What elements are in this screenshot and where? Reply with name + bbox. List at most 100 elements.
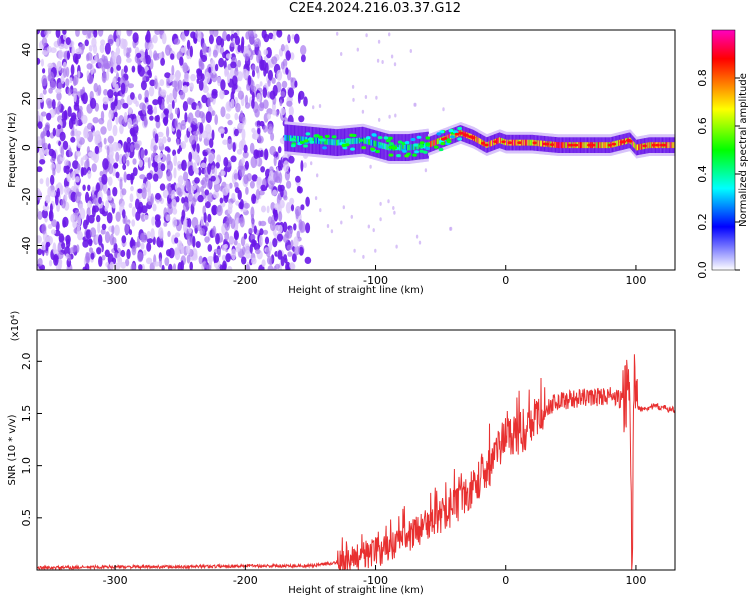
signal-core [336,139,339,146]
noise-speck [125,173,132,181]
signal-core [298,136,300,142]
noise-speck [55,88,62,94]
noise-speck [369,164,372,169]
signal-peak [611,142,617,146]
signal-core [583,142,585,149]
signal-core [414,143,416,150]
signal-blob [439,130,445,134]
noise-speck [48,259,53,267]
signal-core [528,139,530,146]
noise-speck [66,50,70,60]
noise-speck [90,97,97,109]
noise-speck [37,248,43,256]
noise-speck [239,165,245,178]
noise-speck [37,265,40,270]
noise-speck [262,87,268,98]
signal-peak [493,140,498,144]
noise-speck [265,47,272,59]
noise-speck [284,257,288,264]
noise-speck [216,154,221,164]
signal-blob [404,154,409,158]
noise-speck [266,205,270,214]
noise-speck [250,156,258,169]
noise-speck [39,178,44,185]
noise-speck [187,181,192,193]
signal-blob [416,135,422,139]
signal-peak [484,143,489,147]
signal-core [368,138,370,145]
noise-speck [393,210,396,215]
noise-speck [72,76,77,87]
noise-speck [94,145,100,155]
noise-speck [259,81,263,87]
signal-core [562,142,564,149]
noise-speck [236,242,241,250]
noise-speck [215,233,220,245]
signal-core [316,137,318,144]
noise-speck [115,143,122,151]
noise-speck [215,162,220,169]
noise-speck [153,261,160,267]
noise-speck [125,57,132,63]
noise-speck [143,66,149,72]
noise-speck [300,204,305,211]
noise-speck [39,92,44,103]
noise-speck [140,80,147,91]
noise-speck [219,128,225,134]
noise-speck [166,126,170,138]
noise-speck [137,93,142,101]
signal-blob [314,134,320,138]
signal-core [400,144,403,151]
signal-core [301,136,303,143]
noise-speck [241,128,246,141]
noise-speck [290,52,295,61]
noise-speck [116,54,122,66]
noise-speck [232,142,236,153]
noise-speck [353,248,356,253]
noise-speck [62,216,69,228]
noise-speck [294,33,300,44]
noise-speck [256,120,261,127]
noise-speck [184,30,190,37]
noise-speck [122,102,129,109]
noise-speck [257,49,262,60]
noise-speck [254,108,260,118]
noise-speck [166,147,171,153]
noise-speck [138,159,143,168]
noise-speck [196,70,203,81]
noise-speck [299,221,306,233]
noise-speck [158,138,164,147]
noise-speck [85,191,90,204]
signal-core [615,140,617,147]
signal-peak [621,140,626,144]
signal-blob [378,145,383,149]
signal-peak [549,143,555,147]
noise-speck [115,151,120,162]
signal-core [618,140,620,146]
signal-core [375,141,378,147]
noise-speck [102,96,109,105]
noise-speck [168,263,173,270]
noise-speck [47,143,51,151]
noise-speck [103,89,108,96]
signal-core [379,142,382,148]
noise-speck [130,143,134,153]
noise-speck [113,91,120,97]
noise-speck [145,54,151,65]
signal-blob [457,126,462,131]
noise-speck [173,154,178,167]
signal-core [603,142,605,149]
noise-speck [205,201,211,209]
noise-speck [286,244,293,251]
noise-speck [233,83,238,90]
noise-speck [49,80,57,90]
signal-core [540,140,542,147]
noise-speck [223,60,227,70]
noise-speck [219,89,225,100]
noise-speck [350,214,353,219]
noise-speck [106,212,113,224]
noise-speck [261,259,266,268]
noise-speck [42,204,50,212]
noise-speck [123,171,127,183]
noise-speck [92,198,97,204]
